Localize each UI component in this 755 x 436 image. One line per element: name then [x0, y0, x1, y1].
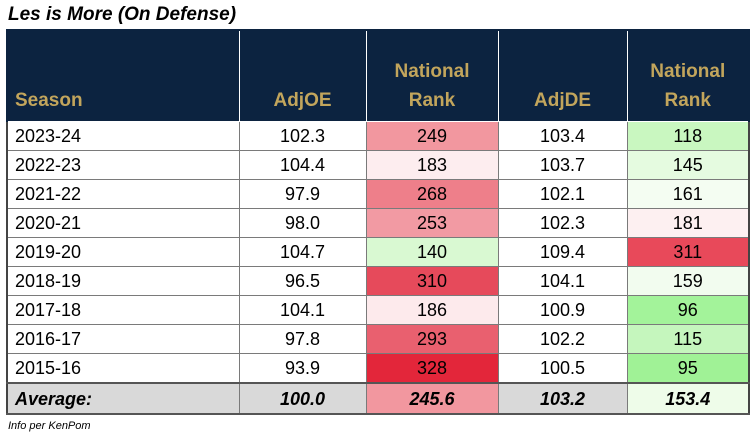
table-row: 2021-22 97.9 268 102.1 161	[6, 179, 750, 209]
season-cell: 2022-23	[6, 150, 240, 180]
table-row: 2020-21 98.0 253 102.3 181	[6, 208, 750, 238]
adjde-cell: 103.4	[497, 121, 628, 151]
season-cell: 2021-22	[6, 179, 240, 209]
oe-rank-cell: 310	[365, 266, 499, 296]
page-title: Les is More (On Defense)	[8, 4, 237, 25]
de-rank-cell: 161	[626, 179, 750, 209]
adjoe-cell: 102.3	[238, 121, 367, 151]
season-cell: 2016-17	[6, 324, 240, 354]
adjde-cell: 102.1	[497, 179, 628, 209]
table-body: 2023-24 102.3 249 103.4 118 2022-23 104.4 183 10…	[6, 121, 750, 415]
oe-rank-cell: 293	[365, 324, 499, 354]
table-row: 2015-16 93.9 328 100.5 95	[6, 353, 750, 384]
season-cell: 2017-18	[6, 295, 240, 325]
average-label: Average:	[6, 382, 240, 415]
stats-table: Season AdjOE National Rank AdjDE Nationa…	[6, 29, 750, 415]
oe-rank-cell: 328	[365, 353, 499, 384]
header-season: Season	[6, 29, 240, 122]
oe-rank-cell: 268	[365, 179, 499, 209]
de-rank-cell: 118	[626, 121, 750, 151]
oe-rank-cell: 183	[365, 150, 499, 180]
oe-rank-cell: 253	[365, 208, 499, 238]
adjoe-cell: 98.0	[238, 208, 367, 238]
adjde-cell: 100.5	[497, 353, 628, 384]
header-de-national-rank: National Rank	[626, 29, 750, 122]
adjde-cell: 100.9	[497, 295, 628, 325]
season-cell: 2015-16	[6, 353, 240, 384]
adjoe-cell: 93.9	[238, 353, 367, 384]
header-row: Season AdjOE National Rank AdjDE Nationa…	[6, 29, 750, 122]
table-row: 2023-24 102.3 249 103.4 118	[6, 121, 750, 151]
oe-rank-cell: 140	[365, 237, 499, 267]
adjoe-cell: 104.7	[238, 237, 367, 267]
de-rank-cell: 115	[626, 324, 750, 354]
adjde-cell: 102.2	[497, 324, 628, 354]
header-adjde: AdjDE	[497, 29, 628, 122]
de-rank-cell: 95	[626, 353, 750, 384]
adjoe-cell: 96.5	[238, 266, 367, 296]
de-rank-cell: 96	[626, 295, 750, 325]
average-oe-rank: 245.6	[365, 382, 499, 415]
de-rank-cell: 181	[626, 208, 750, 238]
oe-rank-cell: 186	[365, 295, 499, 325]
footnote: Info per KenPom	[8, 420, 91, 432]
average-adjoe: 100.0	[238, 382, 367, 415]
table-row: 2018-19 96.5 310 104.1 159	[6, 266, 750, 296]
adjde-cell: 103.7	[497, 150, 628, 180]
adjoe-cell: 104.1	[238, 295, 367, 325]
season-cell: 2019-20	[6, 237, 240, 267]
season-cell: 2023-24	[6, 121, 240, 151]
adjde-cell: 109.4	[497, 237, 628, 267]
season-cell: 2020-21	[6, 208, 240, 238]
de-rank-cell: 159	[626, 266, 750, 296]
oe-rank-cell: 249	[365, 121, 499, 151]
adjoe-cell: 97.9	[238, 179, 367, 209]
average-adjde: 103.2	[497, 382, 628, 415]
header-oe-national-rank: National Rank	[365, 29, 499, 122]
adjde-cell: 102.3	[497, 208, 628, 238]
average-de-rank: 153.4	[626, 382, 750, 415]
table-row: 2022-23 104.4 183 103.7 145	[6, 150, 750, 180]
adjoe-cell: 104.4	[238, 150, 367, 180]
header-adjoe: AdjOE	[238, 29, 367, 122]
de-rank-cell: 311	[626, 237, 750, 267]
table-row: 2017-18 104.1 186 100.9 96	[6, 295, 750, 325]
table-row: 2016-17 97.8 293 102.2 115	[6, 324, 750, 354]
adjde-cell: 104.1	[497, 266, 628, 296]
average-row: Average: 100.0 245.6 103.2 153.4	[6, 382, 750, 415]
table-row: 2019-20 104.7 140 109.4 311	[6, 237, 750, 267]
adjoe-cell: 97.8	[238, 324, 367, 354]
season-cell: 2018-19	[6, 266, 240, 296]
de-rank-cell: 145	[626, 150, 750, 180]
